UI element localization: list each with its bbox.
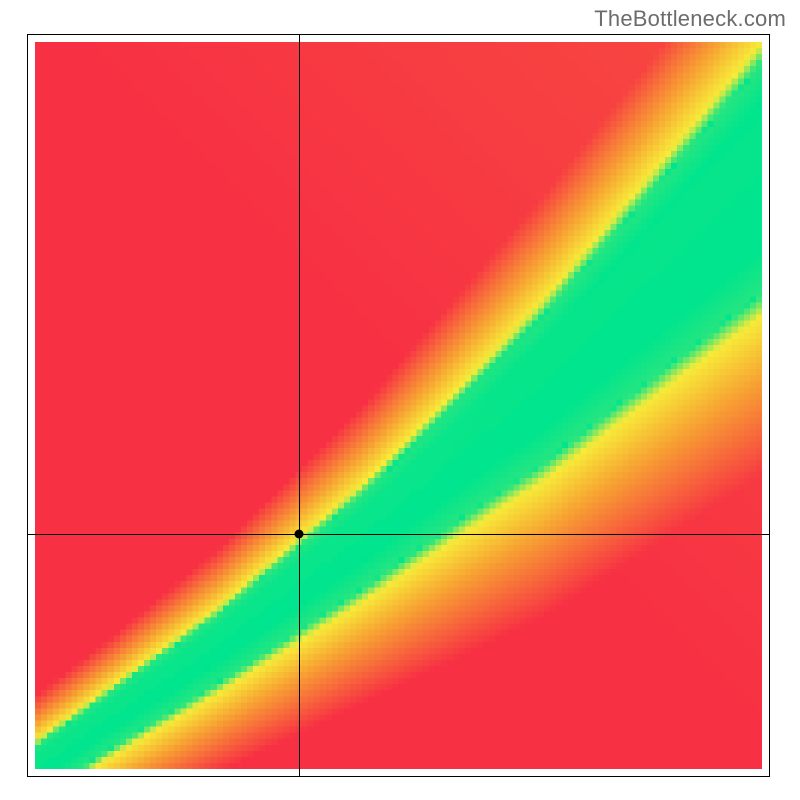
watermark: TheBottleneck.com [594, 6, 786, 32]
bottleneck-heatmap [35, 42, 762, 769]
